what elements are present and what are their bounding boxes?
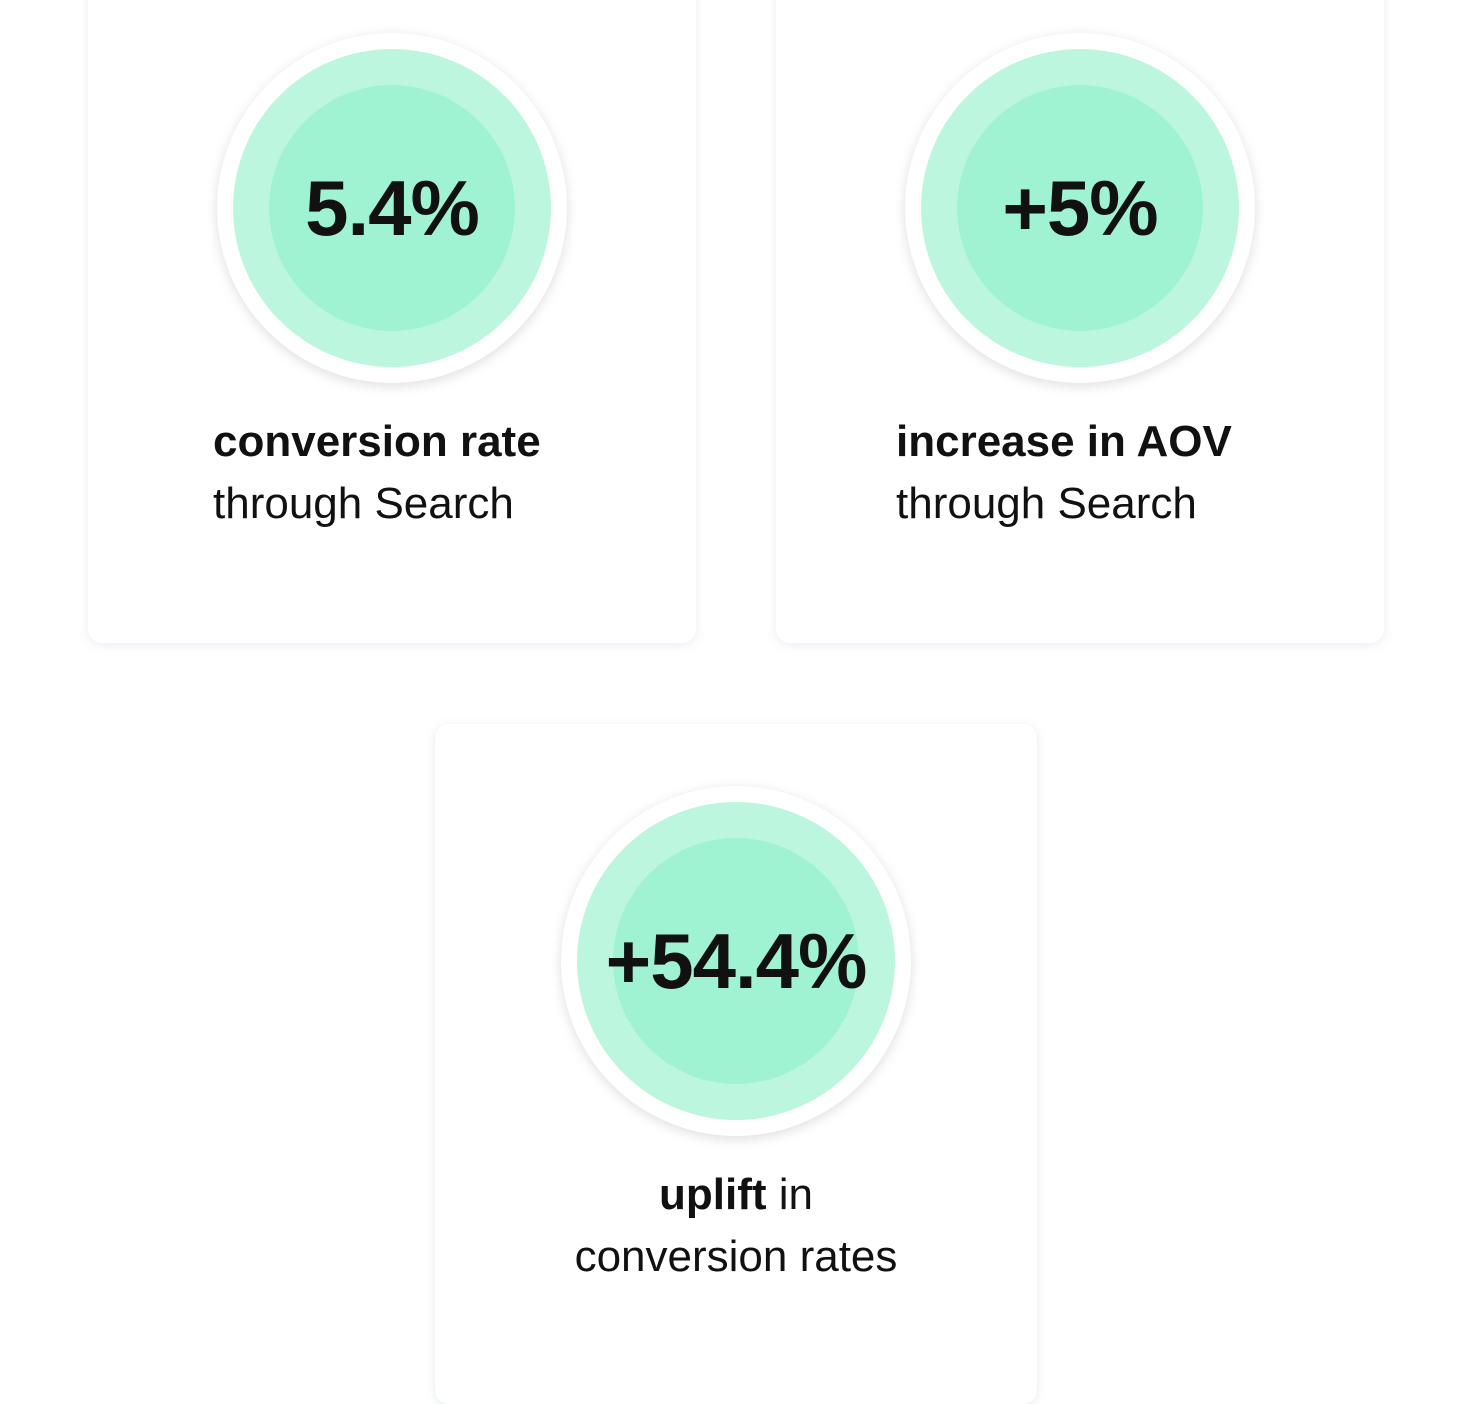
label-bold: increase in AOV [896, 417, 1232, 466]
label-text: in [778, 1170, 813, 1219]
label-text: through Search [213, 479, 514, 528]
page: 5.4% conversion rate through Search +5% … [88, 0, 1384, 1281]
stat-label: uplift in conversion rates [435, 1164, 1037, 1288]
stat-value: +54.4% [605, 917, 868, 1005]
label-text: conversion rates [574, 1232, 898, 1281]
stat-label: increase in AOV through Search [896, 411, 1232, 535]
stat-value: 5.4% [305, 164, 480, 252]
stat-card: +5% increase in AOV through Search [776, 0, 1384, 643]
stat-card: +54.4% uplift in conversion rates [435, 724, 1037, 1404]
stat-circle: 5.4% [217, 33, 567, 383]
label-text: through Search [896, 479, 1197, 528]
stat-label: conversion rate through Search [213, 411, 541, 535]
stat-circle: +5% [905, 33, 1255, 383]
label-bold: uplift [659, 1170, 767, 1219]
stat-card: 5.4% conversion rate through Search [88, 0, 696, 643]
stat-value: +5% [1002, 164, 1158, 252]
label-bold: conversion rate [213, 417, 541, 466]
stat-circle: +54.4% [561, 786, 911, 1136]
